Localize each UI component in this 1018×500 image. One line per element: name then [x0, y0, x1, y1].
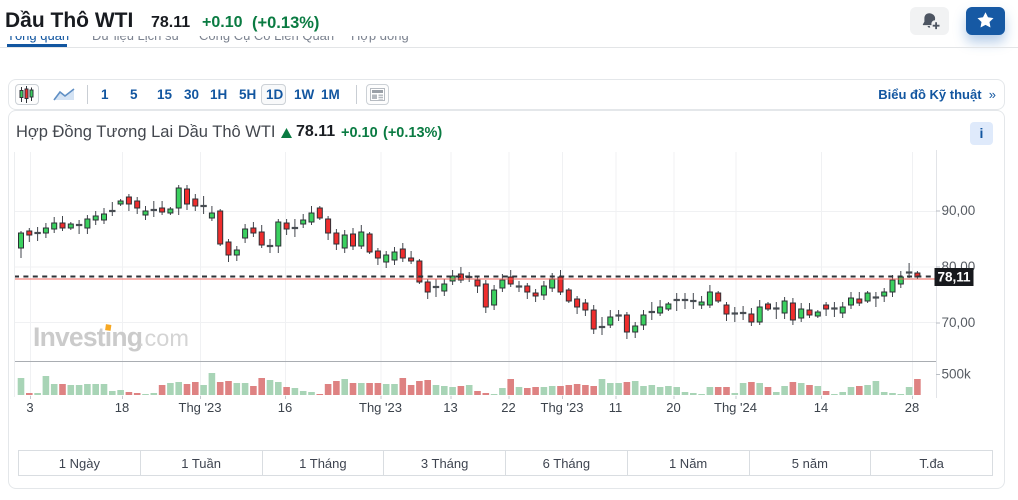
svg-text:Thg '23: Thg '23: [541, 400, 584, 415]
svg-text:28: 28: [905, 400, 919, 415]
svg-text:.com: .com: [138, 325, 189, 351]
svg-text:Thg '23: Thg '23: [359, 400, 402, 415]
svg-text:500k: 500k: [942, 367, 972, 382]
svg-text:16: 16: [278, 400, 292, 415]
svg-text:22: 22: [501, 400, 515, 415]
svg-text:3: 3: [26, 400, 33, 415]
svg-text:78,11: 78,11: [937, 270, 971, 285]
svg-text:13: 13: [443, 400, 457, 415]
svg-text:11: 11: [609, 400, 623, 415]
svg-text:Thg '23: Thg '23: [179, 400, 222, 415]
svg-text:70,00: 70,00: [942, 315, 976, 330]
svg-text:90,00: 90,00: [942, 203, 976, 218]
svg-text:Investing: Investing: [33, 322, 142, 352]
svg-text:14: 14: [814, 400, 828, 415]
svg-text:18: 18: [115, 400, 129, 415]
svg-text:20: 20: [666, 400, 680, 415]
svg-text:Thg '24: Thg '24: [714, 400, 757, 415]
